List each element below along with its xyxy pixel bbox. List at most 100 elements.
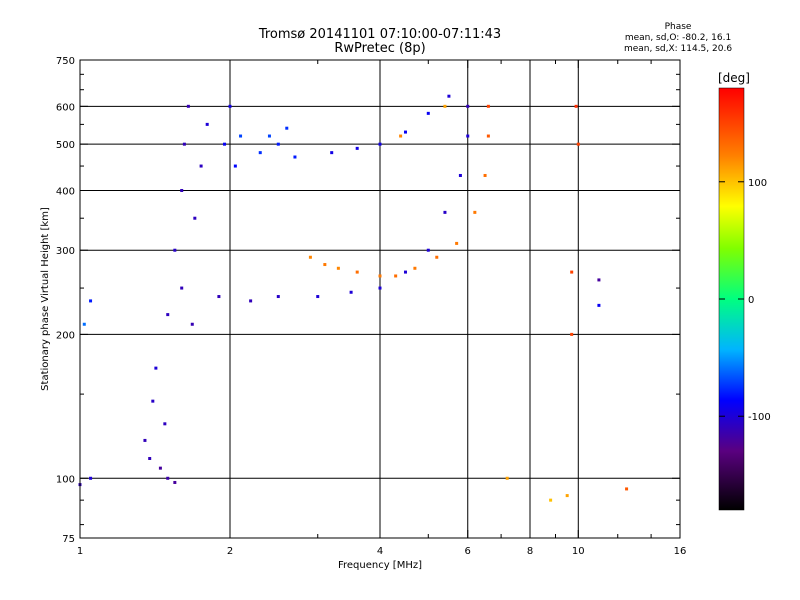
data-point: [173, 248, 177, 252]
x-tick-label: 8: [527, 546, 533, 557]
data-point: [378, 274, 382, 278]
x-tick-label: 10: [572, 546, 585, 557]
data-point: [458, 173, 462, 177]
data-point: [625, 487, 629, 491]
x-tick-label: 4: [377, 546, 383, 557]
data-point: [199, 164, 203, 168]
data-point: [182, 142, 186, 146]
data-point: [574, 104, 578, 108]
data-point: [158, 466, 162, 470]
data-point: [154, 366, 158, 370]
y-tick-label: 100: [56, 474, 75, 485]
data-point: [316, 295, 320, 299]
data-point: [89, 476, 93, 480]
colorbar-tick-label: 0: [748, 295, 754, 306]
data-point: [570, 332, 574, 336]
data-point: [549, 498, 553, 502]
data-point: [443, 104, 447, 108]
data-point: [426, 248, 430, 252]
data-point: [565, 494, 569, 498]
data-point: [486, 134, 490, 138]
data-point: [89, 299, 93, 303]
data-point: [258, 151, 262, 155]
data-point: [447, 94, 451, 98]
data-point: [403, 270, 407, 274]
x-tick-label: 1: [77, 546, 83, 557]
y-axis-label: Stationary phase Virtual Height [km]: [40, 207, 51, 391]
data-point: [163, 422, 167, 426]
data-point: [293, 155, 297, 159]
phase-heading: Phase: [664, 22, 692, 32]
data-point: [597, 278, 601, 282]
data-point: [82, 322, 86, 326]
data-point: [276, 142, 280, 146]
y-tick-label: 75: [62, 534, 75, 545]
data-point: [180, 286, 184, 290]
data-point: [355, 270, 359, 274]
data-point: [148, 456, 152, 460]
data-point: [505, 476, 509, 480]
data-point: [483, 173, 487, 177]
data-points: [78, 94, 629, 502]
data-point: [267, 134, 271, 138]
data-point: [285, 126, 289, 130]
data-point: [228, 104, 232, 108]
data-point: [403, 130, 407, 134]
data-point: [276, 295, 280, 299]
chart-subtitle: RwPretec (8p): [334, 41, 426, 56]
data-point: [399, 134, 403, 138]
x-tick-label: 16: [674, 546, 687, 557]
colorbar-ticks: 100 0 -100: [719, 178, 771, 423]
phase-info: Phase mean, sd,O: -80.2, 16.1 mean, sd,X…: [608, 22, 748, 55]
data-point: [473, 210, 477, 214]
data-point: [186, 104, 190, 108]
data-point: [323, 263, 327, 267]
data-point: [190, 322, 194, 326]
data-point: [330, 151, 334, 155]
data-point: [349, 290, 353, 294]
data-point: [239, 134, 243, 138]
y-tick-label: 300: [56, 246, 75, 257]
data-point: [455, 241, 459, 245]
data-point: [223, 142, 227, 146]
data-point: [151, 399, 155, 403]
data-point: [233, 164, 237, 168]
data-point: [394, 274, 398, 278]
data-point: [205, 122, 209, 126]
data-point: [193, 216, 197, 220]
data-point: [336, 266, 340, 270]
y-tick-label: 500: [56, 140, 75, 151]
data-point: [378, 142, 382, 146]
phase-mean-x: mean, sd,X: 114.5, 20.6: [623, 44, 733, 54]
data-point: [217, 295, 221, 299]
data-point: [143, 438, 147, 442]
data-point: [180, 188, 184, 192]
x-tick-label: 2: [227, 546, 233, 557]
data-point: [413, 266, 417, 270]
data-point: [570, 270, 574, 274]
colorbar-tick-label: 100: [748, 178, 767, 189]
data-point: [426, 111, 430, 115]
data-point: [166, 313, 170, 317]
data-point: [597, 303, 601, 307]
axis-ticks: 1 2 4 6 8 10 16 75 100 200 300 400 500 600 750: [56, 56, 686, 557]
y-tick-label: 200: [56, 330, 75, 341]
x-axis-label: Frequency [MHz]: [338, 560, 422, 571]
colorbar-unit: [deg]: [718, 71, 750, 85]
data-point: [173, 480, 177, 484]
y-tick-label: 400: [56, 186, 75, 197]
y-tick-label: 750: [56, 56, 75, 67]
data-point: [308, 255, 312, 259]
y-tick-label: 600: [56, 102, 75, 113]
data-point: [443, 210, 447, 214]
chart-title: Tromsø 20141101 07:10:00-07:11:43: [258, 27, 502, 42]
colorbar-tick-label: -100: [748, 412, 771, 423]
data-point: [486, 104, 490, 108]
data-point: [378, 286, 382, 290]
x-tick-label: 6: [465, 546, 471, 557]
data-point: [435, 255, 439, 259]
grid-lines: [80, 60, 680, 538]
data-point: [249, 299, 253, 303]
phase-mean-o: mean, sd,O: -80.2, 16.1: [624, 33, 732, 43]
